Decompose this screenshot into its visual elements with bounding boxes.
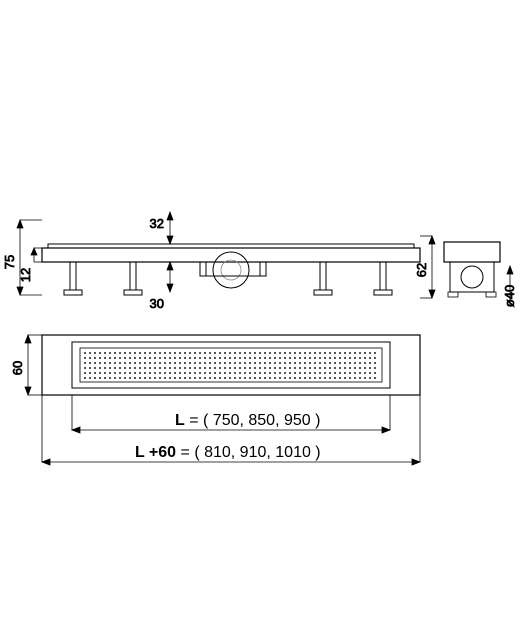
- end-detail-view: [444, 242, 500, 297]
- grate-pattern: [84, 352, 376, 379]
- L-label: L = ( 750, 850, 950 ): [175, 412, 320, 429]
- plan-view: [42, 335, 420, 395]
- dim-12: 12: [18, 268, 33, 282]
- dim-62: 62: [414, 263, 429, 277]
- dim-75: 75: [2, 255, 17, 269]
- dim-dia40: ø40: [502, 285, 517, 307]
- dim-60: 60: [10, 361, 25, 375]
- dim-30: 30: [150, 296, 164, 311]
- L60-label: L +60 = ( 810, 910, 1010 ): [135, 444, 321, 461]
- dim-32: 32: [150, 216, 164, 231]
- side-elevation-view: [42, 242, 500, 297]
- technical-drawing: 75 12 32 30 62 ø40: [0, 0, 525, 642]
